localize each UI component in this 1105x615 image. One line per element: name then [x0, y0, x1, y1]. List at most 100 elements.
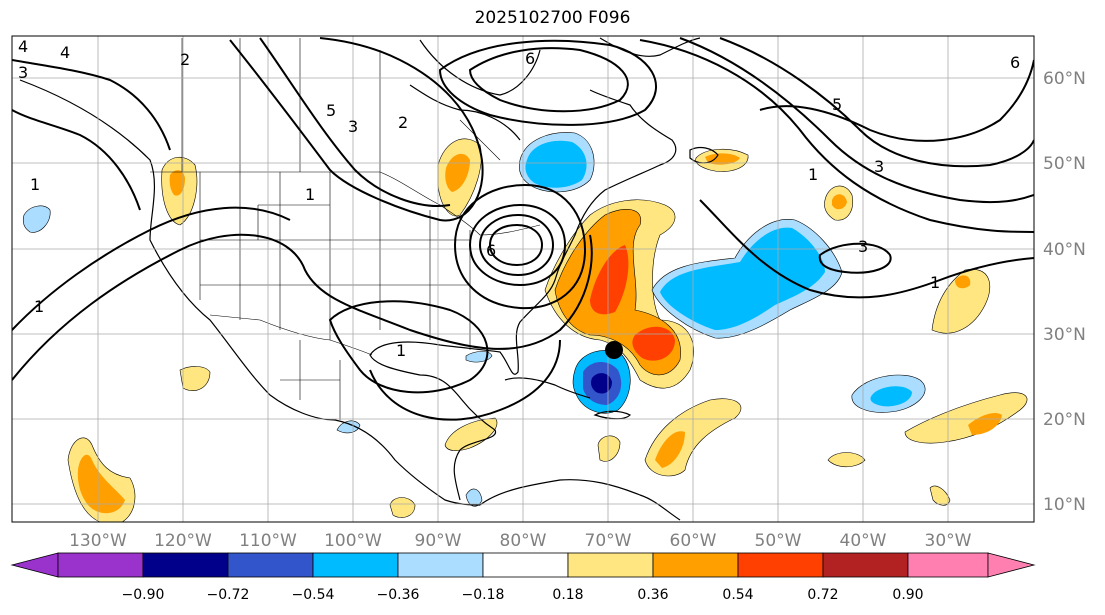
- map-area: 1 1 1 2 3 4 5 6 6 3 2 1 5 4 6 3 1 3 1: [12, 36, 1034, 522]
- contour-low-outer: [453, 183, 587, 310]
- colorbar-swatch: [652, 552, 739, 578]
- contour-label: 3: [18, 63, 28, 82]
- north-america-coastline: [19, 79, 677, 506]
- contour-atlantic-6: [759, 59, 1034, 142]
- longitude-label: 90°W: [415, 531, 462, 551]
- colorbar-swatch: [397, 552, 484, 578]
- contour-low-ring-2: [478, 213, 555, 277]
- latitude-axis: 60°N 50°N 40°N 30°N 20°N 10°N: [1043, 69, 1086, 515]
- contour-label: 1: [930, 273, 940, 292]
- longitude-label: 100°W: [324, 531, 382, 551]
- colorbar-tick-label: 0.90: [892, 587, 923, 603]
- colorbar-tick-label: 0.54: [722, 587, 753, 603]
- latitude-label: 20°N: [1043, 410, 1086, 430]
- contour-atlantic-upper-3: [719, 37, 1034, 168]
- contour-ridge-north-outer: [438, 39, 657, 126]
- newfoundland-coastline: [689, 146, 719, 164]
- cuba-coastline: [504, 377, 591, 399]
- positive-anomaly-pacific-south-core: [77, 454, 125, 514]
- contour-label: 5: [832, 95, 842, 114]
- positive-anomaly-panama: [389, 497, 416, 518]
- map-frame: [11, 35, 1035, 523]
- positive-anomaly-hispaniola: [597, 435, 621, 462]
- positive-anomaly-azores: [931, 268, 991, 334]
- colorbar-tick-label: −0.18: [462, 587, 505, 603]
- contour-3-trough: [259, 37, 451, 207]
- contour-atlantic-upper-1: [639, 39, 1034, 233]
- contour-labels: 1 1 1 2 3 4 5 6 6 3 2 1 5 4 6 3 1 3 1: [18, 37, 1020, 360]
- colorbar: [10, 552, 1036, 578]
- colorbar-tick-label: −0.72: [207, 587, 250, 603]
- state-lines: [199, 172, 471, 350]
- political-borders: [150, 38, 541, 420]
- latitude-label: 30°N: [1043, 325, 1086, 345]
- colorbar-tick-label: −0.90: [122, 587, 165, 603]
- longitude-label: 80°W: [500, 531, 547, 551]
- contour-label: 2: [180, 50, 190, 69]
- positive-anomaly-mid-atlantic-core: [832, 194, 847, 210]
- positive-anomaly-subtropical-east: [904, 392, 1028, 444]
- positive-anomaly-central-america: [444, 417, 498, 451]
- colorbar-tick-label: 0.72: [807, 587, 838, 603]
- contour-label: 3: [348, 117, 358, 136]
- colorbar-swatch: [822, 552, 909, 578]
- contour-low-ring-3: [488, 223, 544, 267]
- negative-anomaly-east-atlantic-core: [870, 386, 912, 407]
- contour-label: 1: [34, 297, 44, 316]
- longitude-label: 50°W: [755, 531, 802, 551]
- positive-anomaly-lesser-antilles-core: [655, 431, 685, 468]
- colorbar-extend-high: [987, 552, 1036, 578]
- colorbar-swatch: [482, 552, 569, 578]
- contour-atlantic-upper-2: [679, 37, 1034, 204]
- longitude-label: 130°W: [69, 531, 127, 551]
- colorbar-swatch: [57, 552, 144, 578]
- contour-west-2: [12, 109, 141, 211]
- negative-anomaly-quebec-core: [525, 140, 587, 188]
- graticule: [12, 36, 1034, 522]
- colorbar-tick-label: 0.36: [637, 587, 668, 603]
- longitude-label: 110°W: [239, 531, 297, 551]
- contour-label: 1: [305, 185, 315, 204]
- contour-1-southwest: [12, 206, 291, 331]
- us-canada-border: [150, 171, 541, 236]
- colorbar-tick-label: −0.36: [377, 587, 420, 603]
- contour-label: 3: [858, 237, 868, 256]
- contour-label: 6: [486, 241, 496, 260]
- storm-center-marker: [605, 341, 623, 359]
- positive-anomaly-ontario-core: [445, 153, 470, 192]
- positive-anomaly-bc-core: [169, 170, 185, 196]
- positive-anomaly-east-core2: [632, 326, 675, 361]
- contour-ridge-north: [468, 47, 629, 113]
- colorbar-swatch: [312, 552, 399, 578]
- contour-1-loop: [369, 339, 561, 421]
- latitude-label: 50°N: [1043, 154, 1086, 174]
- positive-anomaly-small-east-pacific: [827, 452, 866, 468]
- longitude-label: 60°W: [670, 531, 717, 551]
- latitude-label: 60°N: [1043, 69, 1086, 89]
- positive-anomaly-baja: [179, 366, 211, 392]
- negative-anomaly-atlantic-core: [660, 227, 825, 330]
- contour-label: 6: [1010, 53, 1020, 72]
- positive-anomaly-newfoundland-core: [705, 153, 740, 165]
- colorbar-swatch: [227, 552, 314, 578]
- contour-label: 1: [808, 165, 818, 184]
- mexico-states: [280, 340, 341, 420]
- negative-anomaly-pacific: [22, 205, 51, 233]
- colorbar-tick-label: −0.54: [292, 587, 335, 603]
- colorbar-swatch: [567, 552, 654, 578]
- contour-west-1: [12, 59, 171, 151]
- positive-anomaly-cape-verde: [929, 485, 951, 506]
- positive-anomaly-east-coast-core: [590, 245, 629, 315]
- contour-lines: [12, 37, 1034, 421]
- contour-label: 3: [874, 157, 884, 176]
- colorbar-tick-label: 0.18: [552, 587, 583, 603]
- colorbar-swatch: [142, 552, 229, 578]
- longitude-axis: 130°W 120°W 110°W 100°W 90°W 80°W 70°W 6…: [69, 531, 972, 551]
- colorbar-ticks: −0.90 −0.72 −0.54 −0.36 −0.18 0.18 0.36 …: [122, 587, 924, 603]
- latitude-label: 40°N: [1043, 240, 1086, 260]
- longitude-label: 120°W: [154, 531, 212, 551]
- contour-atlantic-lower: [699, 199, 1034, 299]
- negative-anomaly-caribbean-core: [591, 373, 612, 394]
- contour-atlantic-3-closed: [818, 242, 892, 274]
